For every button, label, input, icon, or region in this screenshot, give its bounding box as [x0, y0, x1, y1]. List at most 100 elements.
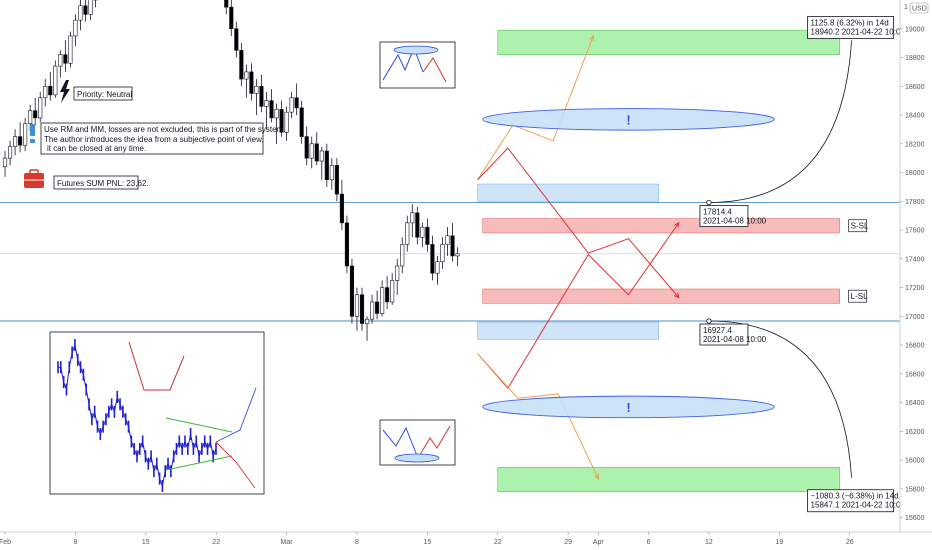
- candle-up: [23, 123, 28, 146]
- target-box: [807, 16, 894, 39]
- candle-down: [334, 165, 339, 195]
- time-tick-label: 8: [355, 539, 359, 546]
- anchor-label-box: [699, 323, 749, 346]
- candle-down: [48, 85, 53, 96]
- inset-line: [144, 456, 149, 464]
- inset-line: [65, 367, 70, 390]
- candle-down: [259, 85, 264, 107]
- projection-curve[interactable]: [708, 40, 852, 203]
- candle-up: [329, 165, 334, 181]
- inset-line: [102, 419, 107, 427]
- candle-up: [420, 226, 425, 238]
- target-change-label: −1080.3 (−6.38%) in 14d: [811, 492, 899, 501]
- candle-down: [450, 235, 455, 257]
- candle-up: [2, 157, 8, 168]
- price-tick-label: 16000: [905, 458, 925, 465]
- time-axis[interactable]: Feb 8 15 22 Mar 8 15 22 29 Apr 6 12 19 26: [0, 531, 932, 546]
- anchor-point[interactable]: [706, 318, 712, 324]
- candle-up: [68, 35, 73, 64]
- inset-line: [209, 441, 214, 457]
- price-tick-label: 17200: [905, 285, 925, 292]
- inset-line: [82, 374, 87, 390]
- exclamation-mark: !: [626, 400, 630, 415]
- stop-zone[interactable]: [482, 218, 840, 234]
- price-axis-top-label: 1: [904, 4, 908, 11]
- inset-line: [178, 441, 183, 450]
- candle-up: [455, 253, 460, 257]
- price-axis-bg: [900, 0, 932, 550]
- inset-line: [147, 456, 152, 464]
- highlight-ellipse[interactable]: [482, 108, 775, 131]
- candle-up: [435, 261, 440, 274]
- candles-layer: [2, 0, 460, 341]
- inset-line: [85, 389, 90, 405]
- schematic-top: [379, 41, 456, 89]
- ellipses-layer: !!: [482, 108, 775, 419]
- candle-up: [28, 110, 33, 124]
- candle-up: [319, 150, 324, 162]
- candle-down: [425, 226, 430, 245]
- candle-up: [354, 294, 360, 317]
- entry-zone[interactable]: [477, 321, 659, 340]
- inset-line: [130, 441, 135, 450]
- time-tick-label: Apr: [593, 539, 605, 546]
- inset-line: [204, 441, 209, 450]
- inset-line: [60, 367, 65, 383]
- inset-line: [212, 448, 217, 457]
- time-tick-label: 15: [423, 539, 431, 546]
- target-zone[interactable]: [497, 466, 840, 493]
- candle-down: [385, 287, 390, 303]
- inset-line: [125, 419, 130, 427]
- candle-down: [359, 294, 365, 324]
- candle-down: [249, 71, 254, 94]
- inset-line: [63, 381, 67, 390]
- target-box: [807, 489, 894, 513]
- inset-line: [187, 433, 192, 449]
- target-date-label: 18940.2 2021-04-22 10:00: [811, 27, 906, 36]
- candle-down: [324, 150, 329, 181]
- inset-line: [201, 441, 206, 450]
- scenario-path[interactable]: [477, 147, 680, 298]
- candle-down: [33, 110, 38, 119]
- candle-up: [364, 318, 370, 324]
- candle-up: [400, 244, 405, 267]
- price-tick-label: 15800: [905, 486, 925, 493]
- candle-up: [7, 146, 13, 159]
- candle-up: [370, 301, 375, 320]
- price-tick-label: 17800: [905, 199, 925, 206]
- scenario-paths-layer: [477, 34, 680, 480]
- inset-line: [153, 463, 158, 472]
- price-tick-label: 15600: [905, 515, 925, 522]
- candle-up: [43, 85, 48, 99]
- target-zone[interactable]: [497, 29, 840, 55]
- inset-line: [142, 441, 146, 457]
- candle-up: [53, 65, 58, 96]
- inset-line: [156, 463, 161, 479]
- price-tick-label: 16800: [905, 343, 925, 350]
- inset-line: [122, 411, 127, 420]
- candle-up: [284, 111, 289, 133]
- price-axis[interactable]: 1 USD 19000 18800 18600 18400 18200 18000 17800 1…: [899, 0, 932, 550]
- scenario-path[interactable]: [477, 353, 599, 480]
- candle-down: [229, 6, 234, 30]
- candle-up: [264, 100, 269, 107]
- anchor-point[interactable]: [706, 199, 712, 206]
- inset-line: [77, 359, 82, 368]
- inset-line: [192, 441, 197, 450]
- candle-down: [83, 5, 88, 15]
- inset-line: [195, 441, 200, 457]
- inset-line: [133, 448, 138, 457]
- candle-up: [38, 97, 43, 119]
- candle-down: [375, 301, 380, 314]
- price-tick-label: 18000: [905, 170, 925, 177]
- candle-up: [309, 143, 314, 159]
- pnl-annotation: Futures SUM PNL: 23,62.: [24, 169, 149, 190]
- time-tick-label: Mar: [281, 539, 294, 546]
- stop-zone[interactable]: [482, 288, 840, 304]
- highlight-ellipse[interactable]: [482, 395, 775, 419]
- scenario-path[interactable]: [477, 35, 594, 181]
- candle-down: [430, 244, 435, 274]
- entry-zone[interactable]: [477, 183, 659, 202]
- anchor-date-label: 2021-04-08 10:00: [703, 335, 767, 344]
